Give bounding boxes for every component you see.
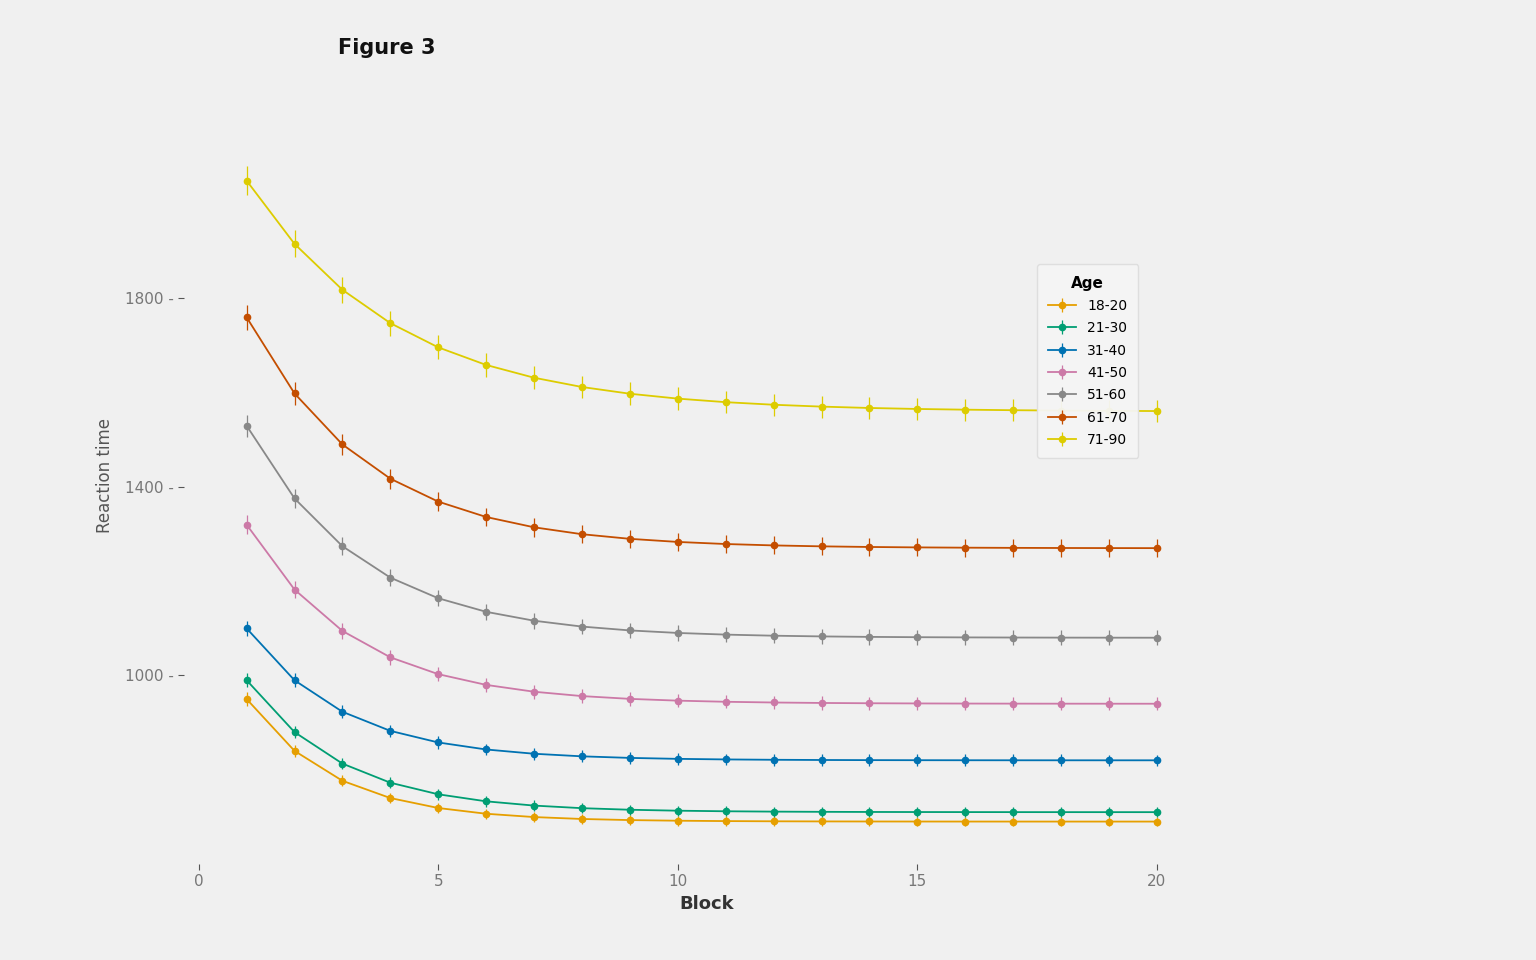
Text: Figure 3: Figure 3 — [338, 38, 435, 59]
Y-axis label: Reaction time: Reaction time — [95, 418, 114, 533]
X-axis label: Block: Block — [679, 895, 734, 913]
Legend: 18-20, 21-30, 31-40, 41-50, 51-60, 61-70, 71-90: 18-20, 21-30, 31-40, 41-50, 51-60, 61-70… — [1037, 264, 1138, 458]
